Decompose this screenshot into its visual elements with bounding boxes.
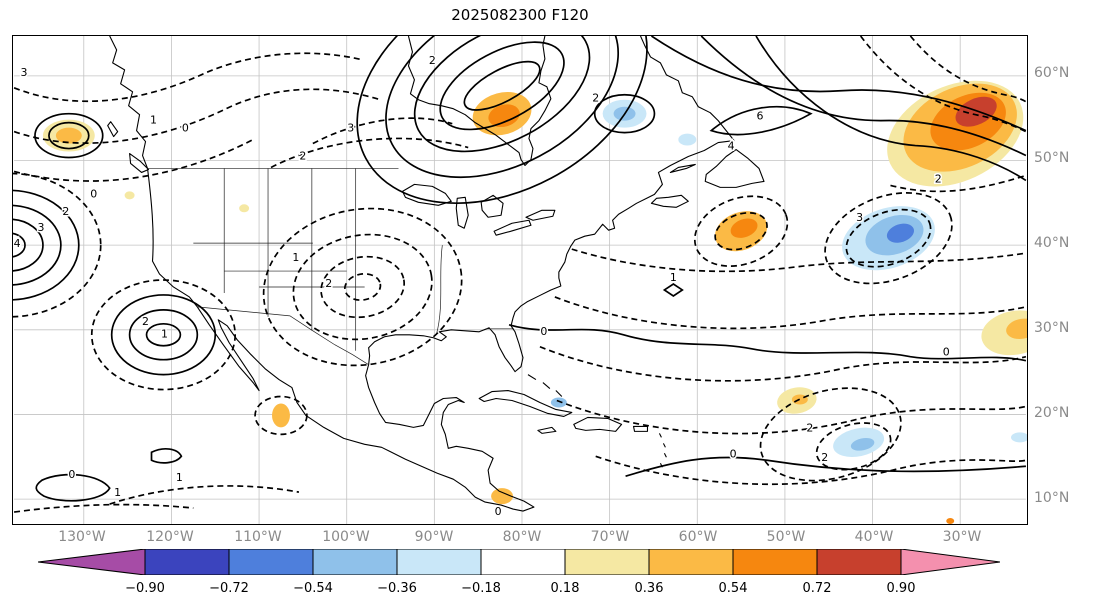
- contour-lines-dashed: [13, 36, 1027, 513]
- svg-text:2: 2: [62, 205, 69, 218]
- colorbar-tick-label: 0.18: [550, 581, 580, 596]
- svg-text:2: 2: [299, 149, 306, 162]
- x-tick-label: 80°W: [502, 529, 542, 545]
- colorbar-tick-label: −0.18: [461, 581, 501, 596]
- contour-labels: 3 1 0 3 2 4 3 2 0 2 1 1 2 0 2 6 4 2 1 3: [13, 52, 951, 519]
- x-tick-label: 30°W: [942, 529, 982, 545]
- colorbar-under-arrow: [38, 549, 146, 575]
- svg-text:3: 3: [37, 221, 44, 234]
- svg-text:3: 3: [856, 211, 863, 224]
- svg-text:0: 0: [90, 187, 97, 200]
- svg-text:0: 0: [495, 505, 502, 518]
- svg-text:0: 0: [540, 325, 547, 338]
- x-tick-label: 130°W: [58, 529, 106, 545]
- svg-text:0: 0: [182, 122, 189, 135]
- y-tick-label: 60°N: [1034, 65, 1070, 81]
- contour-lines-solid: [13, 36, 1027, 502]
- svg-text:1: 1: [161, 328, 168, 341]
- svg-text:3: 3: [21, 66, 28, 79]
- x-tick-label: 50°W: [766, 529, 806, 545]
- svg-text:1: 1: [292, 251, 299, 264]
- svg-text:2: 2: [325, 277, 332, 290]
- colorbar-tick-label: 0.54: [718, 581, 748, 596]
- colorbar-tick-label: −0.36: [377, 581, 417, 596]
- y-tick-label: 30°N: [1034, 320, 1070, 336]
- map-canvas: 3 1 0 3 2 4 3 2 0 2 1 1 2 0 2 6 4 2 1 3: [13, 36, 1027, 524]
- colorbar-tick-label: −0.54: [293, 581, 333, 596]
- svg-text:2: 2: [821, 451, 828, 464]
- svg-text:6: 6: [757, 110, 764, 123]
- y-tick-label: 10°N: [1034, 490, 1070, 506]
- svg-text:0: 0: [943, 346, 950, 359]
- x-tick-label: 100°W: [322, 529, 370, 545]
- colorbar-tick-label: 0.36: [634, 581, 664, 596]
- svg-text:2: 2: [806, 421, 813, 434]
- x-tick-label: 40°W: [854, 529, 894, 545]
- svg-text:1: 1: [150, 114, 157, 127]
- svg-text:2: 2: [592, 92, 599, 105]
- colorbar-segment: [144, 549, 230, 575]
- colorbar-segment: [312, 549, 398, 575]
- svg-text:1: 1: [670, 271, 677, 284]
- colorbar-tick-label: 0.72: [802, 581, 832, 596]
- svg-text:1: 1: [176, 471, 183, 484]
- y-tick-label: 50°N: [1034, 150, 1070, 166]
- colorbar-segment: [396, 549, 482, 575]
- anomaly-fills: [42, 80, 1027, 524]
- svg-text:4: 4: [14, 237, 21, 250]
- colorbar-segment: [732, 549, 818, 575]
- svg-text:0: 0: [68, 468, 75, 481]
- x-tick-label: 120°W: [146, 529, 194, 545]
- svg-text:2: 2: [142, 315, 149, 328]
- x-tick-label: 60°W: [678, 529, 718, 545]
- colorbar-tick-label: −0.72: [209, 581, 249, 596]
- colorbar-segment: [648, 549, 734, 575]
- colorbar-segment: [228, 549, 314, 575]
- y-tick-label: 40°N: [1034, 235, 1070, 251]
- x-tick-label: 90°W: [414, 529, 454, 545]
- svg-text:1: 1: [114, 486, 121, 499]
- colorbar-segment: [816, 549, 902, 575]
- state-borders: [147, 168, 515, 365]
- map-plot-area: 3 1 0 3 2 4 3 2 0 2 1 1 2 0 2 6 4 2 1 3: [12, 35, 1028, 525]
- colorbar-tick-label: 0.90: [886, 581, 916, 596]
- x-tick-label: 70°W: [590, 529, 630, 545]
- x-tick-label: 110°W: [234, 529, 282, 545]
- svg-text:4: 4: [728, 140, 735, 153]
- svg-text:2: 2: [935, 172, 942, 185]
- svg-text:2: 2: [429, 54, 436, 67]
- coastlines: [107, 36, 765, 512]
- colorbar-over-arrow: [900, 549, 1000, 575]
- y-tick-label: 20°N: [1034, 405, 1070, 421]
- svg-text:3: 3: [347, 122, 354, 135]
- colorbar-segment: [564, 549, 650, 575]
- colorbar-segment: [480, 549, 566, 575]
- colorbar-tick-label: −0.90: [125, 581, 165, 596]
- colorbar: [38, 549, 1000, 575]
- plot-title: 2025082300 F120: [451, 6, 589, 24]
- svg-text:0: 0: [730, 447, 737, 460]
